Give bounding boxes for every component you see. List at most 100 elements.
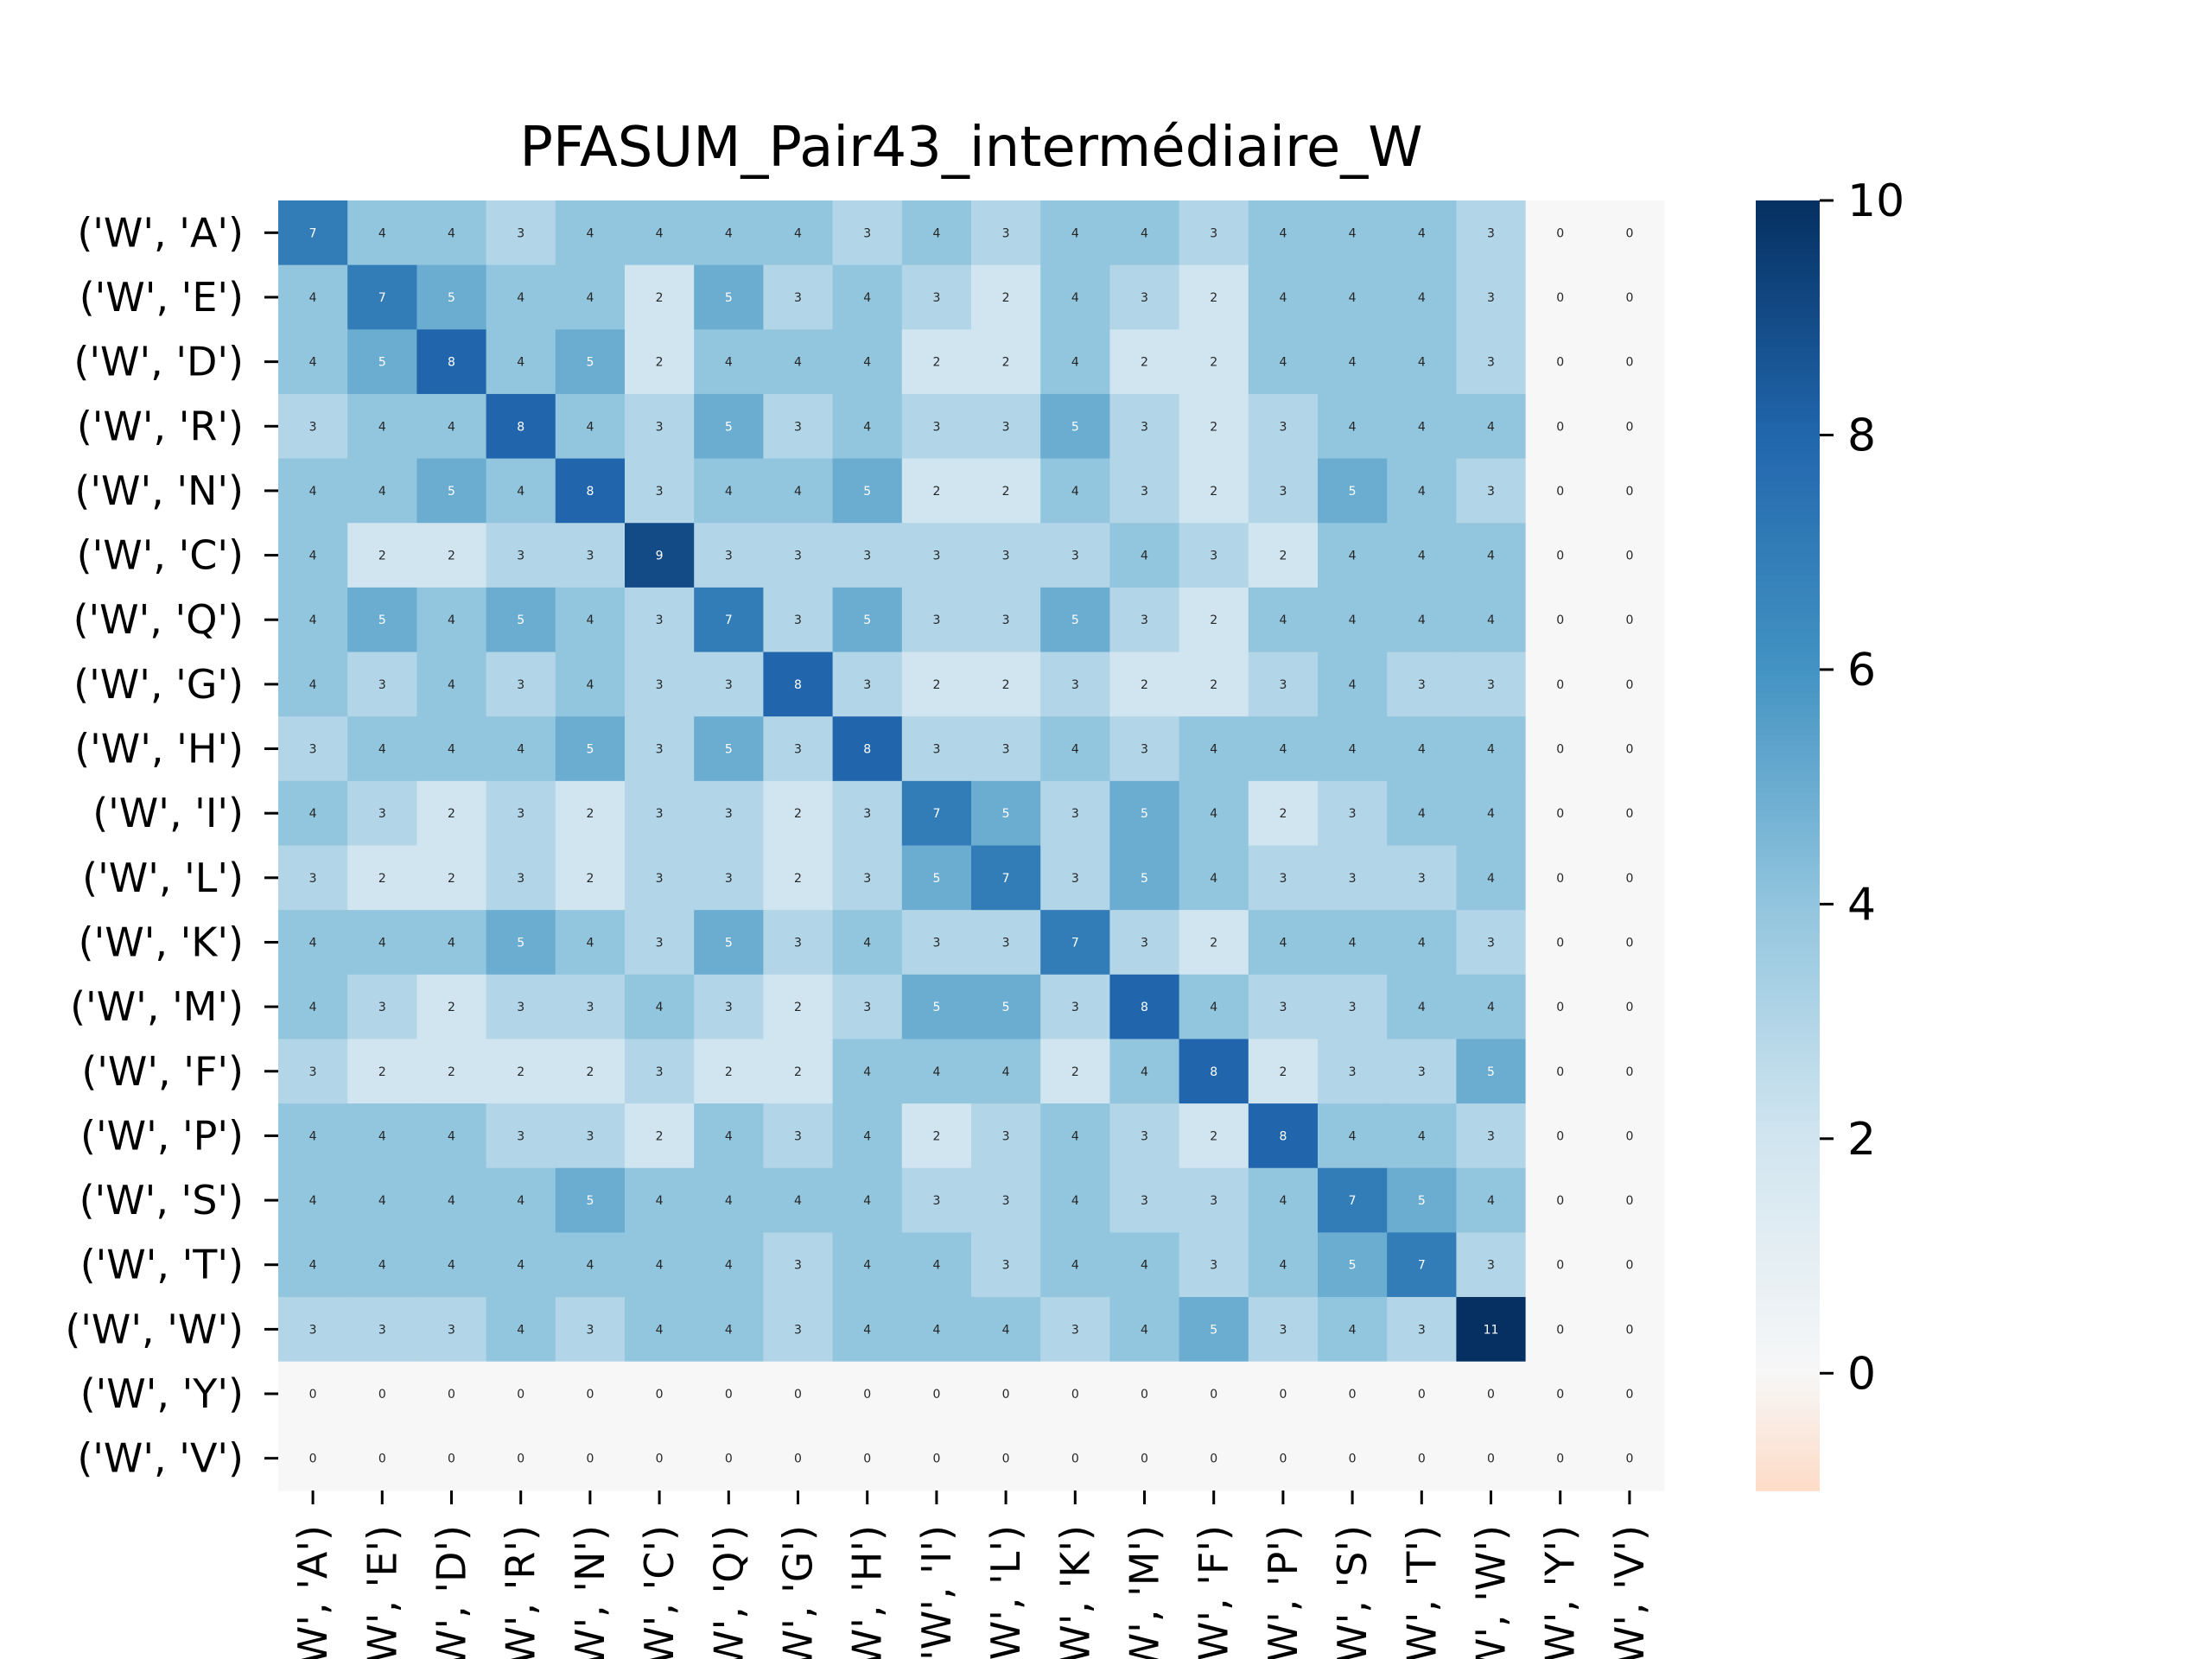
cell-value: 2	[1002, 485, 1010, 499]
cell-value: 0	[309, 1388, 317, 1402]
colorbar-segment	[1756, 1361, 1820, 1369]
colorbar-segment	[1756, 429, 1820, 436]
heatmap-cell	[347, 264, 417, 330]
cell-value: 4	[1418, 807, 1426, 821]
heatmap-cell	[832, 1039, 903, 1104]
colorbar-segment	[1756, 1009, 1820, 1017]
cell-value: 4	[1349, 1323, 1357, 1337]
cell-value: 2	[448, 872, 455, 886]
cell-value: 0	[1625, 678, 1633, 692]
colorbar-tick-label: 0	[1847, 1348, 1876, 1400]
x-tick-label: ('W', 'R')	[498, 1525, 544, 1659]
cell-value: 3	[517, 1001, 524, 1014]
heatmap-cell	[555, 523, 626, 588]
heatmap-cell	[901, 523, 972, 588]
cell-value: 0	[1071, 1388, 1079, 1402]
cell-value: 2	[378, 872, 386, 886]
cell-value: 3	[517, 226, 524, 240]
cell-value: 4	[1349, 291, 1357, 305]
cell-value: 4	[1487, 420, 1495, 434]
colorbar-segment	[1756, 247, 1820, 254]
cell-value: 3	[863, 550, 871, 563]
colorbar-segment	[1756, 769, 1820, 776]
colorbar-segment	[1756, 399, 1820, 407]
colorbar-segment	[1756, 1443, 1820, 1451]
colorbar-segment	[1756, 746, 1820, 753]
cell-value: 0	[1071, 1452, 1079, 1466]
cell-value: 5	[725, 291, 733, 305]
heatmap-cell	[1456, 1232, 1527, 1298]
heatmap-cell	[1040, 780, 1110, 847]
heatmap-cell	[832, 716, 903, 782]
cell-value: 3	[1487, 1259, 1495, 1273]
cell-value: 8	[863, 743, 871, 757]
cell-value: 0	[1556, 291, 1564, 305]
cell-value: 4	[378, 936, 386, 950]
colorbar-segment	[1756, 499, 1820, 506]
cell-value: 3	[378, 807, 386, 821]
cell-value: 5	[517, 613, 524, 627]
cell-value: 3	[1279, 872, 1287, 886]
cell-value: 4	[1210, 807, 1217, 821]
cell-value: 3	[1141, 485, 1148, 499]
cell-value: 4	[932, 1065, 940, 1079]
heatmap-cell	[1594, 974, 1665, 1040]
heatmap-cell	[901, 264, 972, 330]
cell-value: 3	[656, 872, 664, 886]
cell-value: 3	[863, 1001, 871, 1014]
heatmap-cell	[1525, 1297, 1596, 1363]
heatmap-cell	[1456, 264, 1527, 330]
heatmap-cell	[625, 200, 695, 266]
colorbar-segment	[1756, 1420, 1820, 1427]
colorbar-segment	[1756, 1302, 1820, 1310]
colorbar-segment	[1756, 1127, 1820, 1134]
heatmap-cell	[1525, 1426, 1596, 1491]
cell-value: 7	[1349, 1194, 1357, 1208]
cell-value: 4	[378, 1194, 386, 1208]
heatmap-cell	[971, 1361, 1041, 1427]
cell-value: 4	[1002, 1065, 1010, 1079]
heatmap-cell	[1109, 1426, 1180, 1491]
colorbar-segment	[1756, 335, 1820, 342]
heatmap-cell	[347, 974, 417, 1040]
colorbar-segment	[1756, 780, 1820, 788]
x-tick-label: ('W', 'Q')	[705, 1525, 752, 1659]
colorbar-segment	[1756, 798, 1820, 805]
cell-value: 5	[1487, 1065, 1495, 1079]
cell-value: 4	[1071, 485, 1079, 499]
heatmap-cell	[486, 845, 556, 911]
cell-value: 3	[1279, 420, 1287, 434]
heatmap-cell	[347, 523, 417, 588]
cell-value: 5	[586, 356, 594, 370]
cell-value: 4	[1210, 743, 1217, 757]
heatmap-cell	[694, 780, 764, 847]
colorbar-segment	[1756, 740, 1820, 747]
colorbar-segment	[1756, 1091, 1820, 1099]
cell-value: 4	[448, 678, 455, 692]
cell-value: 4	[1418, 485, 1426, 499]
colorbar-segment	[1756, 857, 1820, 864]
colorbar-segment	[1756, 1062, 1820, 1070]
cell-value: 0	[1141, 1452, 1148, 1466]
cell-value: 5	[517, 936, 524, 950]
cell-value: 2	[1210, 291, 1217, 305]
colorbar-segment	[1756, 1291, 1820, 1298]
heatmap-cell	[763, 587, 834, 653]
heatmap-cell	[901, 458, 972, 524]
colorbar-segment	[1756, 300, 1820, 307]
heatmap-cell	[763, 910, 834, 976]
heatmap-cell	[347, 1039, 417, 1104]
heatmap-cell	[1594, 1103, 1665, 1169]
heatmap-cell	[694, 974, 764, 1040]
heatmap-cell	[486, 1232, 556, 1298]
cell-value: 3	[517, 678, 524, 692]
cell-value: 3	[586, 1323, 594, 1337]
colorbar-segment	[1756, 833, 1820, 841]
cell-value: 3	[378, 1323, 386, 1337]
colorbar-segment	[1756, 464, 1820, 471]
x-tick-label: ('W', 'M')	[1122, 1525, 1168, 1659]
cell-value: 4	[1418, 226, 1426, 240]
cell-value: 5	[1349, 485, 1357, 499]
x-tick-label: ('W', 'W')	[1468, 1525, 1515, 1659]
heatmap-cell	[1318, 329, 1388, 395]
